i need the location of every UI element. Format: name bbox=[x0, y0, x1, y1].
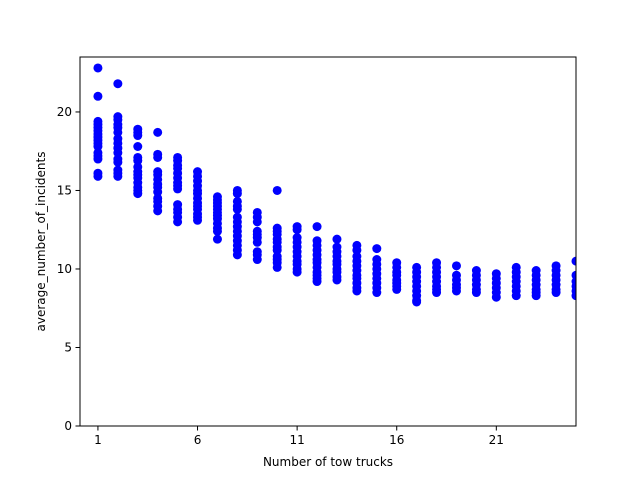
data-point bbox=[133, 189, 143, 199]
y-axis-label: average_number_of_incidents bbox=[34, 152, 48, 332]
data-point bbox=[93, 91, 103, 101]
data-point bbox=[412, 297, 422, 307]
data-point bbox=[113, 79, 123, 89]
data-point bbox=[372, 244, 382, 254]
data-point bbox=[93, 154, 103, 164]
data-point bbox=[292, 225, 302, 235]
data-point bbox=[352, 245, 362, 255]
data-point bbox=[252, 217, 262, 227]
data-point bbox=[232, 204, 242, 214]
data-point bbox=[312, 277, 322, 287]
data-point bbox=[133, 131, 143, 141]
data-point bbox=[272, 245, 282, 255]
y-tick-label: 10 bbox=[57, 262, 72, 276]
data-point bbox=[133, 156, 143, 166]
data-point bbox=[193, 215, 203, 225]
data-point bbox=[252, 255, 262, 265]
x-tick-label: 6 bbox=[194, 433, 202, 447]
plot-frame bbox=[79, 56, 577, 427]
data-point bbox=[451, 261, 461, 271]
data-point bbox=[432, 288, 442, 298]
data-point bbox=[272, 262, 282, 272]
data-point bbox=[153, 152, 163, 162]
y-tick-label: 15 bbox=[57, 184, 72, 198]
data-point bbox=[133, 142, 143, 151]
data-point bbox=[471, 288, 481, 298]
data-point bbox=[332, 234, 342, 244]
data-point bbox=[252, 237, 262, 247]
data-point bbox=[491, 292, 501, 302]
data-point bbox=[212, 226, 222, 236]
data-point bbox=[113, 127, 123, 137]
y-axis-ticks: 0 5 10 15 20 bbox=[57, 105, 80, 433]
data-point bbox=[93, 171, 103, 181]
data-point bbox=[392, 284, 402, 294]
data-point bbox=[173, 217, 183, 227]
y-tick-label: 20 bbox=[57, 105, 72, 119]
data-point bbox=[292, 267, 302, 277]
data-point bbox=[232, 250, 242, 260]
data-point bbox=[571, 291, 576, 301]
data-point bbox=[93, 142, 103, 151]
data-point bbox=[352, 286, 362, 296]
data-point bbox=[451, 286, 461, 296]
data-point bbox=[312, 222, 322, 232]
data-point bbox=[332, 275, 342, 285]
points-layer bbox=[93, 63, 576, 307]
data-point bbox=[571, 256, 576, 266]
x-axis-ticks: 1 6 11 16 21 bbox=[94, 426, 504, 447]
data-point bbox=[93, 63, 103, 73]
y-tick-label: 5 bbox=[64, 341, 72, 355]
data-point bbox=[272, 185, 282, 195]
x-axis-label: Number of tow trucks bbox=[263, 455, 393, 469]
data-point bbox=[372, 288, 382, 298]
data-point bbox=[153, 127, 163, 137]
x-tick-label: 16 bbox=[389, 433, 404, 447]
data-point bbox=[113, 148, 123, 158]
data-point bbox=[153, 206, 163, 216]
y-tick-label: 0 bbox=[64, 419, 72, 433]
data-point bbox=[113, 171, 123, 181]
x-tick-label: 1 bbox=[94, 433, 102, 447]
data-point bbox=[153, 187, 163, 197]
data-point bbox=[511, 291, 521, 301]
data-point bbox=[551, 288, 561, 298]
data-point bbox=[173, 184, 183, 194]
data-point bbox=[531, 291, 541, 301]
x-tick-label: 11 bbox=[289, 433, 304, 447]
data-point bbox=[212, 234, 222, 244]
x-tick-label: 21 bbox=[489, 433, 504, 447]
data-point bbox=[113, 157, 123, 167]
data-point bbox=[232, 189, 242, 199]
